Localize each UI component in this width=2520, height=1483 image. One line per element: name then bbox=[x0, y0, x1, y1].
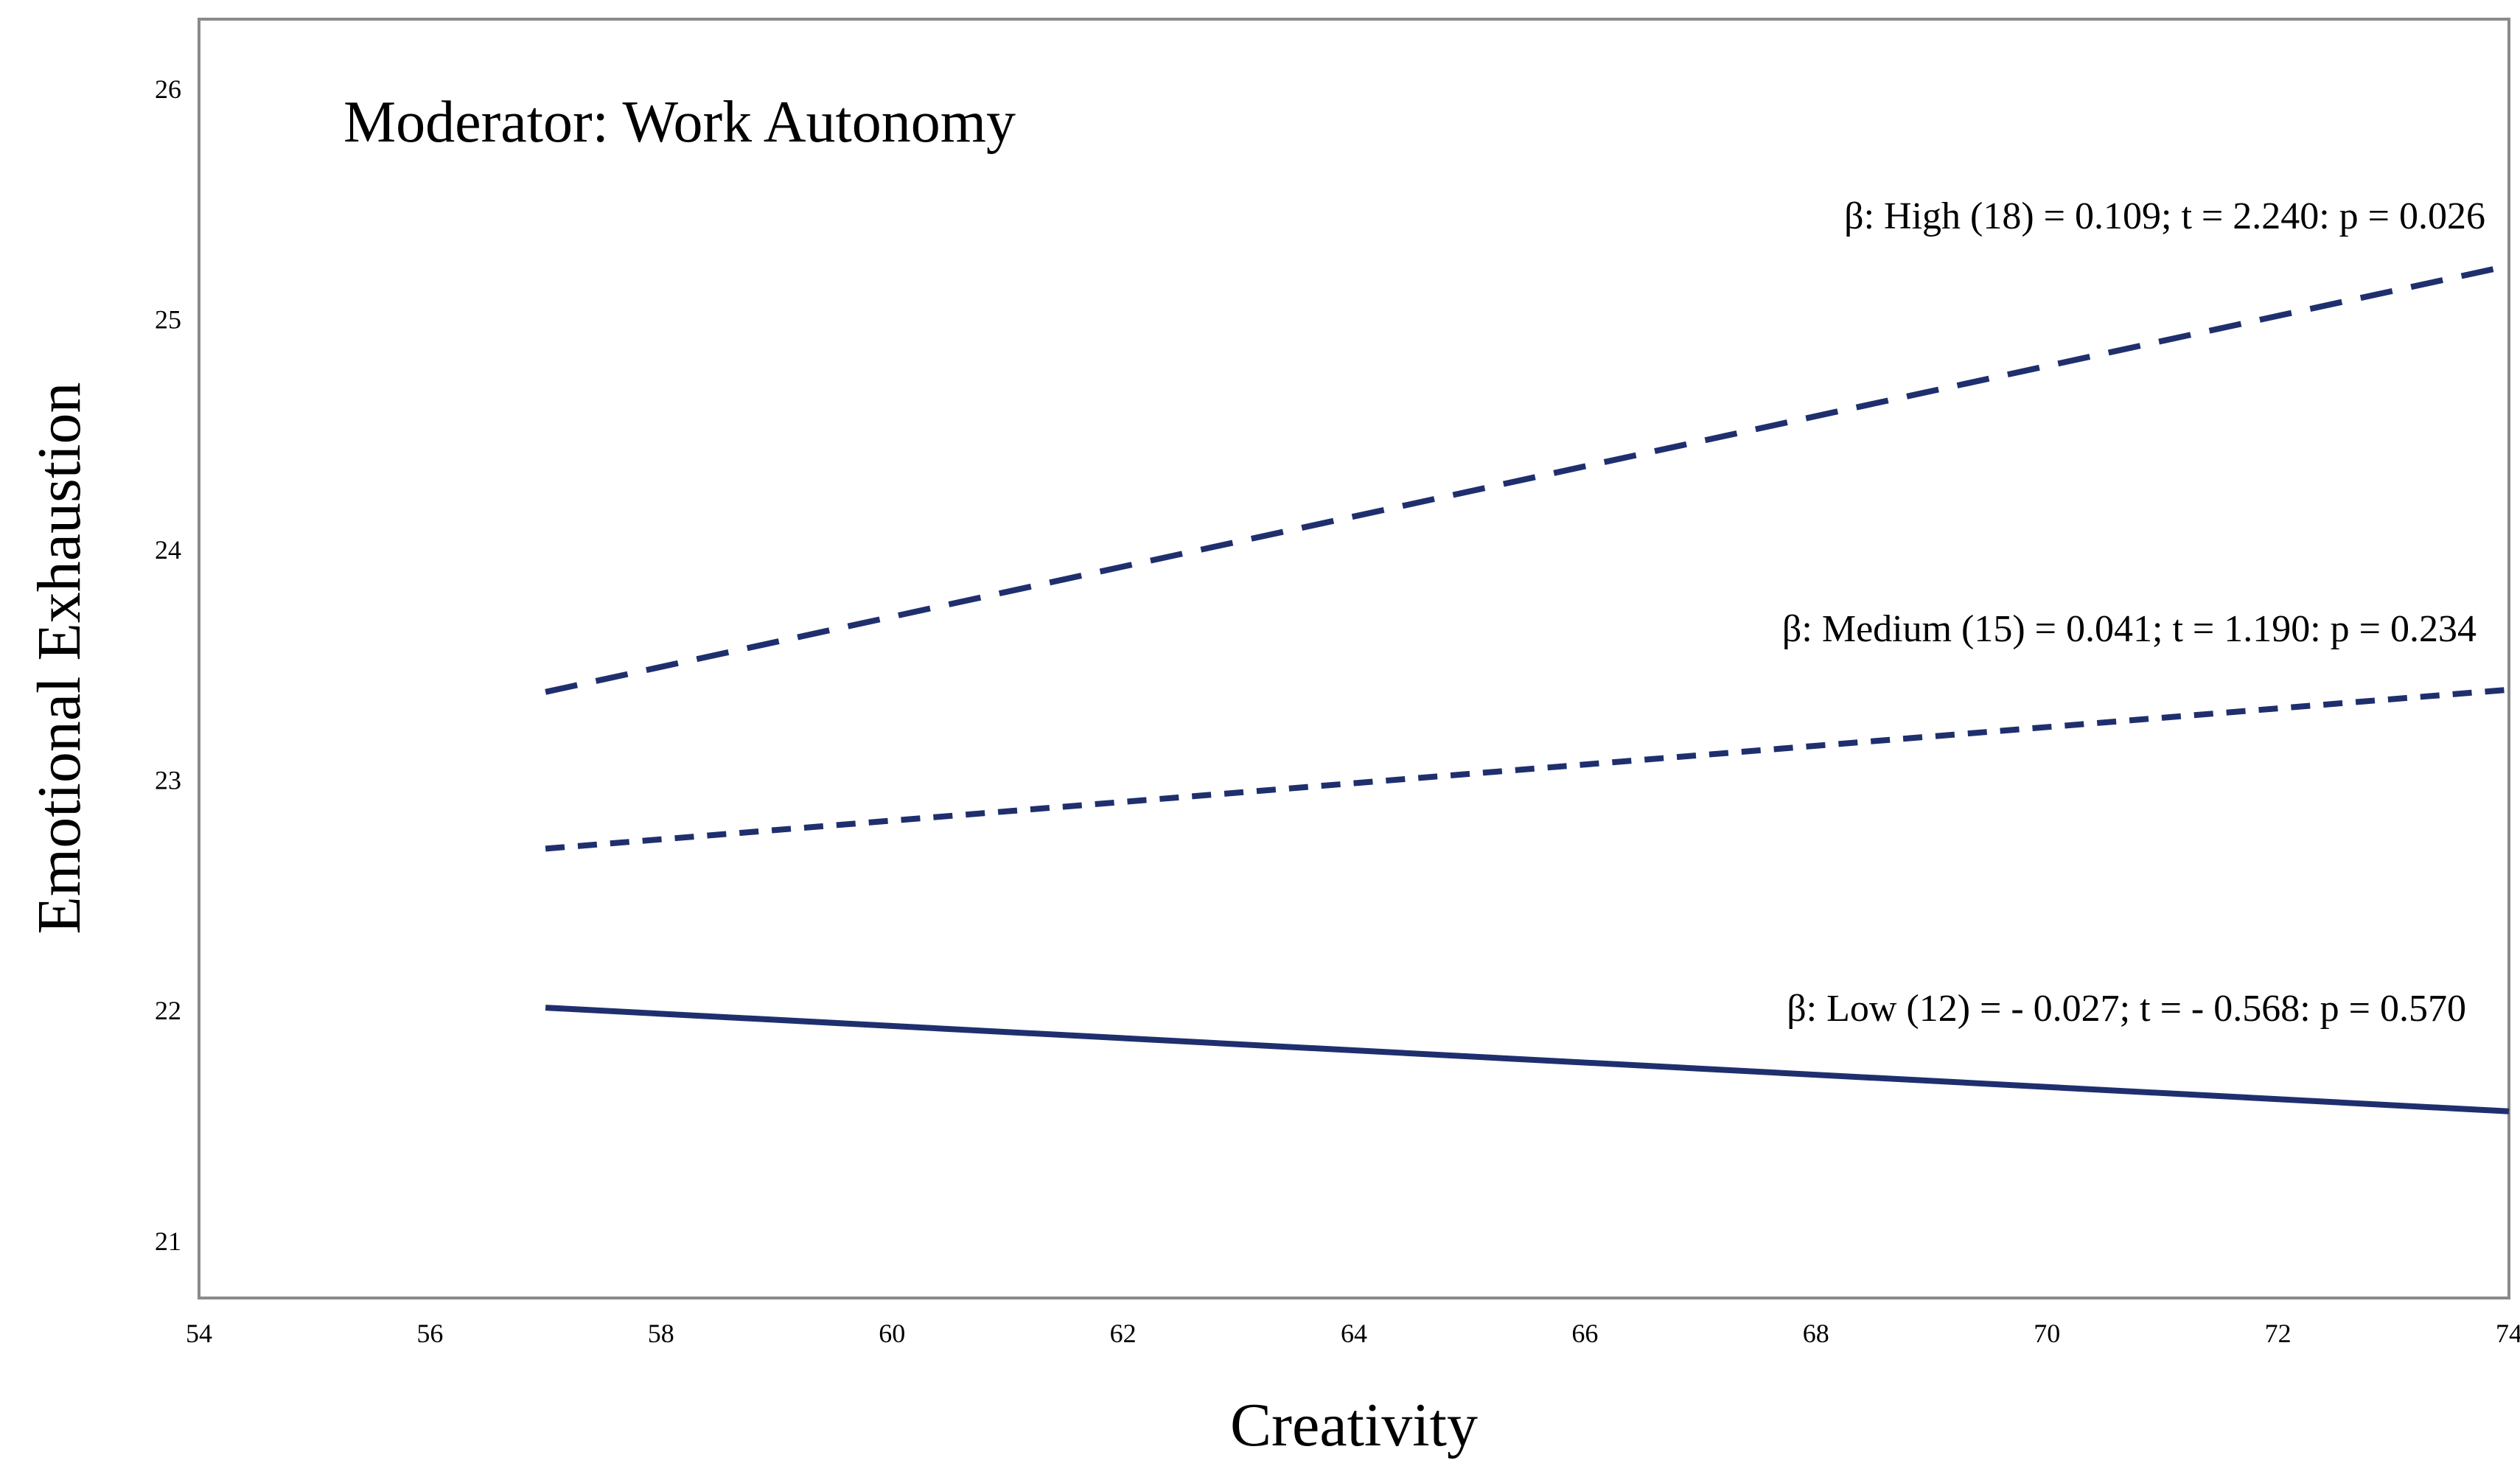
y-axis-title: Emotional Exhaustion bbox=[25, 383, 94, 935]
series-line-medium bbox=[545, 686, 2510, 852]
y-tick-label: 21 bbox=[155, 1226, 181, 1256]
x-tick-label: 64 bbox=[1341, 1319, 1367, 1348]
y-tick-label: 24 bbox=[155, 535, 181, 565]
x-tick-label: 72 bbox=[2265, 1319, 2292, 1348]
x-tick-label: 58 bbox=[648, 1319, 674, 1348]
x-tick-label: 70 bbox=[2034, 1319, 2060, 1348]
annotation-medium: β: Medium (15) = 0.041; t = 1.190: p = 0… bbox=[1782, 608, 2477, 650]
plot-frame bbox=[198, 18, 2510, 1299]
x-tick-label: 54 bbox=[186, 1319, 212, 1348]
x-tick-label: 68 bbox=[1803, 1319, 1829, 1348]
y-axis-ticks: 21 22 23 24 25 26 bbox=[155, 74, 181, 1256]
series-lines bbox=[545, 262, 2510, 1114]
chart-title: Moderator: Work Autonomy bbox=[343, 90, 1016, 155]
x-tick-label: 74 bbox=[2496, 1319, 2520, 1348]
x-axis-title: Creativity bbox=[1230, 1391, 1478, 1459]
x-tick-label: 56 bbox=[416, 1319, 443, 1348]
x-axis-ticks: 54 56 58 60 62 64 66 68 70 72 74 bbox=[186, 1319, 2520, 1348]
y-tick-label: 25 bbox=[155, 304, 181, 334]
annotation-low: β: Low (12) = - 0.027; t = - 0.568: p = … bbox=[1787, 988, 2466, 1030]
x-tick-label: 62 bbox=[1110, 1319, 1137, 1348]
x-tick-label: 66 bbox=[1571, 1319, 1598, 1348]
series-line-low bbox=[545, 1005, 2510, 1114]
x-tick-label: 60 bbox=[879, 1319, 905, 1348]
annotation-high: β: High (18) = 0.109; t = 2.240: p = 0.0… bbox=[1844, 195, 2485, 237]
y-tick-label: 22 bbox=[155, 996, 181, 1025]
y-tick-label: 26 bbox=[155, 74, 181, 104]
y-tick-label: 23 bbox=[155, 766, 181, 795]
series-line-high bbox=[545, 262, 2510, 695]
